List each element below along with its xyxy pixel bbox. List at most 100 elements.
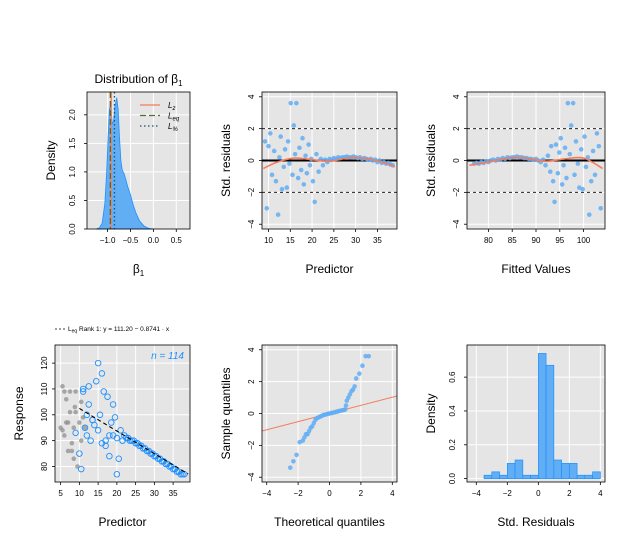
y-tick-label: −2 [247,440,256,450]
y-tick-label: 1.0 [68,166,77,178]
residual-point [594,131,600,136]
excluded-point [71,456,77,462]
y-tick-label: 0.5 [68,194,77,206]
histogram-bar [576,474,586,479]
data-point [83,411,91,419]
plot-background [87,92,190,229]
excluded-point [63,420,69,425]
y-tick-label: 2 [452,126,461,131]
residuals-vs-fitted-panel: 80 85 90 95 100 −4 −2 0 2 4 Fitted Values Std. resi… [424,91,606,276]
histogram-bar [568,463,578,479]
quantile-point [357,371,362,376]
residual-point [575,161,581,166]
residual-point [561,162,566,168]
excluded-point [62,389,67,394]
x-tick-label: −2 [503,489,513,498]
quantile-point [343,403,349,408]
y-tick-label: 90 [40,436,49,445]
histogram-bar [537,353,547,479]
x-tick-label: 25 [329,236,338,245]
x-tick-label: 5 [58,489,63,498]
x-axis-label: Fitted Values [501,262,570,276]
residual-point [294,100,299,106]
residual-point [264,205,270,211]
excluded-point [67,389,73,394]
response-vs-predictor-panel: n = 114 Leq Rank 1: y = 111.20 − 0.8741 ·… [12,326,191,529]
y-tick-label: 2.0 [68,109,77,121]
y-tick-label: 0.4 [448,405,457,417]
residual-histogram-panel: −4 −2 0 2 4 0.0 0.2 0.4 0.6 Std. Residuals Density [424,344,606,529]
residual-point [307,162,313,168]
y-tick-label: 100 [40,408,49,422]
histogram-bar [499,474,508,479]
data-point [85,383,92,390]
histogram-bar [491,471,500,479]
quantile-point [287,465,293,470]
residual-point [550,178,556,184]
data-point [81,424,89,431]
x-tick-label: 30 [351,236,360,245]
residual-point [568,123,574,128]
y-axis-label: Std. residuals [219,124,233,197]
excluded-point [62,433,67,438]
excluded-point [72,404,78,410]
legend-label: Leq [168,112,180,123]
smooth-line [262,156,396,170]
quantile-point [291,458,296,464]
data-point [98,370,106,377]
histogram-bar [530,474,539,479]
legend-label: L% [168,122,178,133]
y-tick-label: 0.0 [448,473,457,485]
data-point [77,465,85,473]
excluded-point [60,428,65,433]
residual-point [557,150,562,155]
residual-point [267,131,273,136]
y-tick-label: 2 [247,126,256,131]
residual-point [271,148,277,154]
qq-plot-panel: −4 −2 0 2 4 −4 −2 0 2 4 Theoretical quantiles Sampl… [219,344,398,529]
x-tick-label: −1.0 [100,236,116,245]
data-point [117,427,124,434]
x-tick-label: 0 [536,489,541,498]
residual-point [565,100,571,106]
x-tick-label: 95 [555,236,564,245]
quantile-point [294,452,299,458]
residual-point [301,182,307,187]
y-tick-label: −4 [247,219,256,229]
histogram-bar [561,463,570,479]
residual-point [572,172,577,178]
residual-point [552,199,557,205]
x-tick-label: 100 [577,236,591,245]
data-point [76,450,83,457]
residual-point [580,186,585,192]
plot-background [467,345,605,482]
residual-point [582,134,587,139]
residual-point [553,142,559,147]
histogram-bar [584,474,593,479]
y-tick-label: 2 [247,379,256,384]
residual-point [573,139,579,144]
residual-point [583,164,589,170]
data-point [177,470,184,478]
y-axis-label: Density [424,393,438,433]
y-tick-label: −2 [247,187,256,197]
fit-line [79,407,189,475]
residual-point [304,170,310,176]
data-point [100,388,107,395]
x-tick-label: 25 [131,489,140,498]
x-axis-label: Theoretical quantiles [274,515,385,529]
residual-point [592,172,598,178]
quantile-point [360,363,365,369]
x-tick-label: 4 [390,489,395,498]
x-tick-label: −4 [262,489,272,498]
x-axis-label: Std. Residuals [497,515,574,529]
residual-point [292,151,298,157]
legend-label: Lz [168,101,175,112]
y-tick-label: −4 [452,219,461,229]
x-tick-label: 2 [567,489,572,498]
residual-point [279,186,285,192]
excluded-point [73,409,78,415]
residual-point [586,212,592,217]
excluded-point [63,396,69,402]
